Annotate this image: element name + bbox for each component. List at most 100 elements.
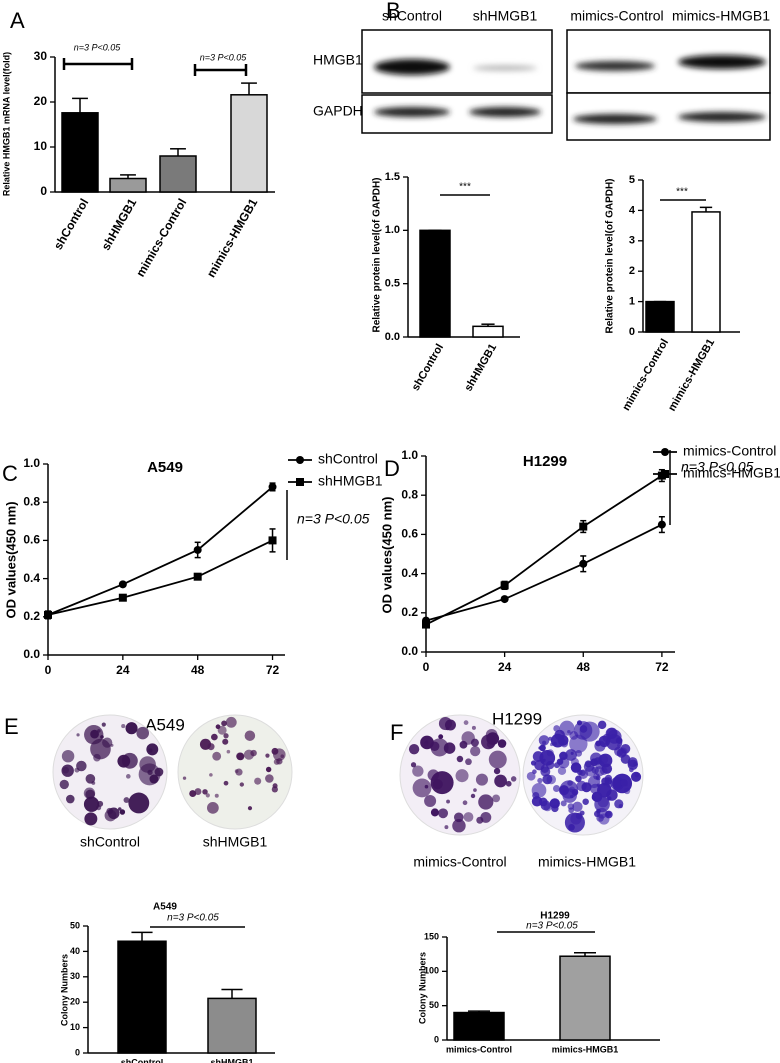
marker [44, 610, 52, 619]
colony-spot [463, 812, 474, 822]
chart-title: A549 [147, 459, 183, 476]
x-tick-label: 0 [423, 660, 430, 674]
colony-spot [202, 789, 208, 795]
chart-title: H1299 [523, 453, 567, 470]
marker [657, 520, 666, 529]
marker [579, 559, 588, 568]
y-tick-label: 4 [629, 204, 636, 216]
colony-spot [488, 750, 507, 769]
colony-spot [548, 736, 553, 741]
colony-spot [243, 749, 255, 760]
x-tick-label: mimics-Control [446, 1044, 512, 1054]
colony-spot [572, 801, 583, 812]
colony-spot [438, 734, 444, 740]
colony-spot [85, 774, 96, 784]
colony-spot [234, 769, 239, 773]
y-tick-label: 100 [424, 966, 439, 976]
marker [193, 572, 202, 581]
y-axis-label: Relative protein level(of GAPDH) [605, 178, 616, 333]
colony-spot [205, 793, 210, 798]
colony-spot [100, 735, 104, 739]
colony-spot [244, 730, 256, 741]
colony-spot [456, 755, 464, 763]
colony-spot [214, 793, 219, 798]
colony-spot [452, 818, 466, 833]
marker [500, 595, 509, 604]
colony-spot [217, 725, 227, 735]
colony-spot [90, 729, 99, 739]
colony-spot [265, 774, 274, 783]
marker [268, 536, 277, 545]
western-blot: shControl shHMGB1 mimics-Control mimics-… [313, 8, 771, 141]
photo-label: shControl [80, 834, 140, 850]
colony-spot [121, 752, 138, 769]
colony-spot [579, 769, 586, 777]
legend-marker [661, 470, 669, 478]
panel-label: A [10, 8, 25, 33]
y-tick-label: 30 [34, 49, 48, 63]
y-tick-label: 150 [424, 931, 439, 941]
colony-spot [553, 741, 557, 746]
y-tick-label: 0.4 [23, 571, 40, 585]
colony-spot [546, 774, 556, 785]
lane-label: shHMGB1 [473, 8, 538, 24]
colony-spot [604, 777, 613, 785]
colony-spot [532, 791, 540, 800]
y-tick-label: 0.2 [401, 605, 418, 619]
panel-label: D [384, 456, 400, 481]
y-tick-label: 10 [34, 139, 48, 153]
colony-spot [189, 790, 197, 798]
y-tick-label: 0.0 [401, 644, 418, 658]
colony-spot [569, 734, 588, 754]
colony-spot [478, 794, 494, 810]
bar [453, 1011, 505, 1041]
colony-spot [559, 720, 575, 736]
colony-spot [605, 727, 617, 740]
y-axis-label: OD values(450 nm) [379, 496, 394, 613]
colony-photos [52, 714, 644, 836]
colony-spot [492, 794, 501, 803]
x-tick-label: 48 [577, 660, 591, 674]
marker [422, 620, 430, 629]
colony-spot [558, 757, 570, 769]
colony-spot [438, 808, 449, 819]
colony-spot [530, 760, 537, 766]
colony-spot [265, 753, 270, 758]
lane-label: mimics-HMGB1 [672, 8, 770, 24]
colony-spot [136, 726, 149, 740]
y-tick-label: 20 [34, 94, 48, 108]
y-tick-label: 0.6 [23, 533, 40, 547]
y-axis-label: Colony Numbers [417, 952, 427, 1024]
colony-spot [539, 744, 546, 752]
x-tick-label: mimics-HMGB1 [204, 196, 261, 280]
colony-spot [121, 724, 126, 729]
bar [207, 997, 257, 1054]
colony-spot [465, 758, 472, 766]
colony-spot [412, 765, 424, 777]
marker [268, 482, 277, 491]
colony-spot [629, 767, 634, 773]
annotation: n=3 P<0.05 [297, 511, 370, 527]
marker [500, 581, 509, 590]
y-tick-label: 5 [629, 174, 635, 186]
colony-spot [537, 777, 543, 784]
colony-spot [473, 788, 477, 792]
colony-spot [247, 806, 253, 811]
colony-spot [579, 725, 588, 733]
y-tick-label: 0.8 [23, 494, 40, 508]
y-tick-label: 1.0 [401, 448, 418, 462]
legend-label: mimics-Control [683, 443, 776, 459]
chart-title: H1299 [540, 911, 570, 922]
colony-spot [596, 783, 600, 787]
colony-spot [107, 807, 120, 820]
y-tick-label: 50 [429, 1000, 439, 1010]
annotation: n=3 P<0.05 [167, 913, 219, 924]
colony-spot [497, 739, 507, 748]
colony-spot [575, 749, 583, 757]
colony-spot [74, 767, 80, 773]
annotation: n=3 P<0.05 [74, 42, 122, 52]
colony-spot [96, 805, 102, 811]
y-tick-label: 0.6 [401, 527, 418, 541]
photo-title: A549 [145, 715, 185, 734]
